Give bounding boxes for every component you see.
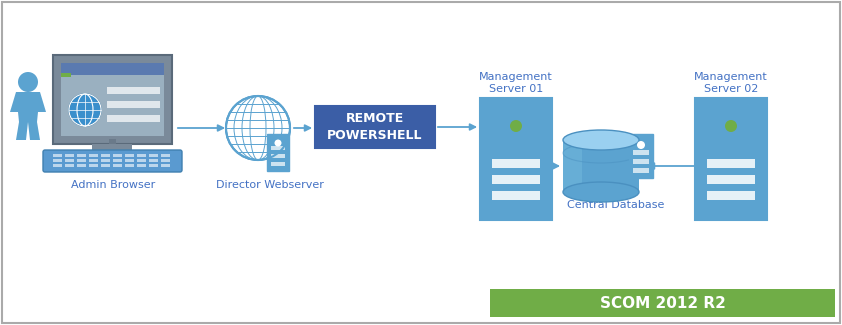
Circle shape (226, 96, 290, 160)
FancyBboxPatch shape (161, 164, 170, 167)
FancyBboxPatch shape (101, 154, 110, 157)
FancyBboxPatch shape (492, 159, 540, 168)
FancyBboxPatch shape (61, 63, 164, 136)
Text: Management
Server 01: Management Server 01 (479, 72, 553, 94)
FancyBboxPatch shape (707, 191, 755, 200)
FancyBboxPatch shape (563, 140, 582, 192)
Text: Management
Server 02: Management Server 02 (694, 72, 768, 94)
FancyBboxPatch shape (113, 154, 122, 157)
FancyBboxPatch shape (89, 164, 98, 167)
FancyBboxPatch shape (137, 159, 146, 162)
FancyBboxPatch shape (149, 164, 158, 167)
FancyBboxPatch shape (53, 55, 172, 144)
FancyBboxPatch shape (629, 134, 653, 178)
FancyBboxPatch shape (53, 164, 62, 167)
FancyBboxPatch shape (89, 159, 98, 162)
Text: REMOTE
POWERSHELL: REMOTE POWERSHELL (328, 112, 423, 142)
Text: Director Webserver: Director Webserver (216, 180, 324, 190)
FancyBboxPatch shape (492, 191, 540, 200)
Polygon shape (10, 92, 22, 112)
FancyBboxPatch shape (633, 159, 649, 164)
Ellipse shape (563, 130, 639, 150)
FancyBboxPatch shape (125, 164, 134, 167)
Polygon shape (16, 92, 40, 122)
FancyBboxPatch shape (113, 159, 122, 162)
FancyBboxPatch shape (137, 164, 146, 167)
Circle shape (510, 120, 522, 132)
FancyBboxPatch shape (707, 175, 755, 184)
FancyBboxPatch shape (271, 146, 285, 150)
FancyBboxPatch shape (161, 159, 170, 162)
FancyBboxPatch shape (107, 87, 160, 94)
Circle shape (274, 139, 281, 147)
Text: SCOM 2012 R2: SCOM 2012 R2 (600, 295, 726, 310)
FancyBboxPatch shape (695, 98, 767, 220)
FancyBboxPatch shape (77, 154, 86, 157)
FancyBboxPatch shape (65, 154, 74, 157)
FancyBboxPatch shape (125, 159, 134, 162)
Polygon shape (16, 122, 28, 140)
Circle shape (637, 141, 645, 149)
FancyBboxPatch shape (707, 159, 755, 168)
Polygon shape (28, 122, 40, 140)
FancyBboxPatch shape (92, 144, 132, 150)
FancyBboxPatch shape (492, 175, 540, 184)
FancyBboxPatch shape (107, 115, 160, 122)
FancyBboxPatch shape (563, 140, 639, 192)
FancyBboxPatch shape (43, 150, 182, 172)
FancyBboxPatch shape (101, 164, 110, 167)
FancyBboxPatch shape (125, 154, 134, 157)
Ellipse shape (563, 182, 639, 202)
FancyBboxPatch shape (315, 106, 435, 148)
Polygon shape (34, 92, 46, 112)
FancyBboxPatch shape (633, 168, 649, 173)
FancyBboxPatch shape (53, 159, 62, 162)
FancyBboxPatch shape (161, 154, 170, 157)
FancyBboxPatch shape (633, 150, 649, 155)
FancyBboxPatch shape (267, 134, 289, 171)
FancyBboxPatch shape (149, 159, 158, 162)
FancyBboxPatch shape (149, 154, 158, 157)
FancyBboxPatch shape (89, 154, 98, 157)
FancyBboxPatch shape (137, 154, 146, 157)
Text: Admin Browser: Admin Browser (71, 180, 155, 190)
FancyBboxPatch shape (271, 162, 285, 166)
FancyBboxPatch shape (65, 159, 74, 162)
FancyBboxPatch shape (77, 159, 86, 162)
Circle shape (18, 72, 38, 92)
Circle shape (725, 120, 737, 132)
FancyBboxPatch shape (77, 164, 86, 167)
FancyBboxPatch shape (490, 289, 835, 317)
FancyBboxPatch shape (65, 164, 74, 167)
FancyBboxPatch shape (53, 154, 62, 157)
FancyBboxPatch shape (101, 159, 110, 162)
Text: Central Database: Central Database (568, 200, 664, 210)
FancyBboxPatch shape (113, 164, 122, 167)
FancyBboxPatch shape (107, 101, 160, 108)
FancyBboxPatch shape (271, 154, 285, 158)
FancyBboxPatch shape (61, 63, 164, 75)
FancyBboxPatch shape (480, 98, 552, 220)
FancyBboxPatch shape (61, 73, 71, 77)
Circle shape (69, 94, 101, 126)
